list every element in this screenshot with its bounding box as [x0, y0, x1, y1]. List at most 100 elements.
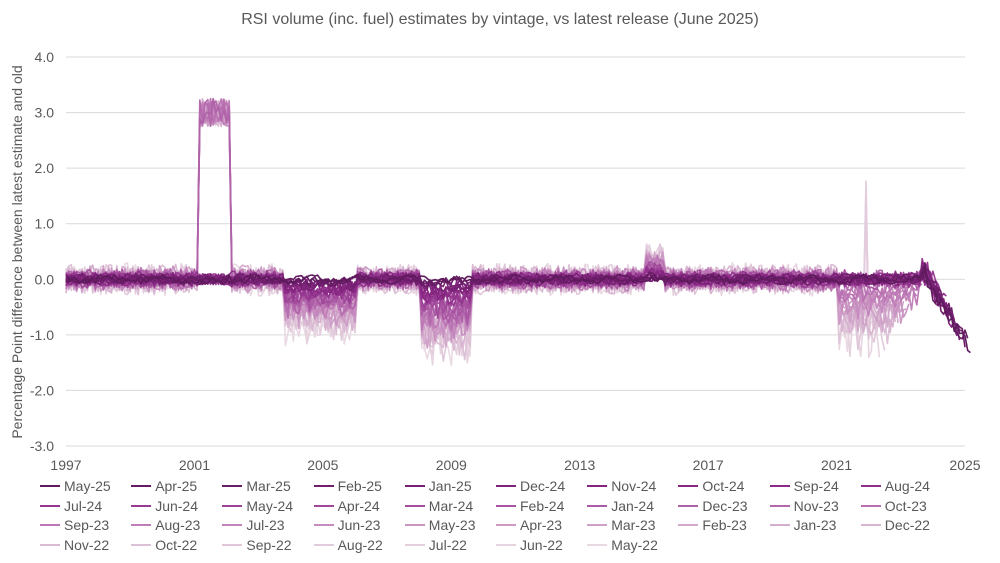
legend-swatch [404, 543, 425, 546]
x-tick-label: 2017 [693, 457, 724, 473]
x-tick-label: 2001 [179, 457, 210, 473]
series-line-mar-23 [65, 100, 905, 349]
legend-label: Jun-22 [520, 536, 563, 553]
series-line-jul-22 [65, 99, 883, 364]
legend-label: Mar-24 [428, 497, 474, 514]
legend-swatch [769, 485, 790, 487]
legend-label: Sep-23 [64, 517, 110, 533]
legend-item: Feb-24 [496, 496, 564, 516]
y-tick-label: 0.0 [35, 271, 55, 287]
legend-label: Jul-23 [246, 517, 285, 533]
chart-title: RSI volume (inc. fuel) estimates by vint… [241, 11, 759, 28]
series-line-may-25 [65, 263, 971, 354]
legend-item: Mar-23 [587, 515, 656, 535]
legend-swatch [313, 485, 334, 487]
legend-item: May-24 [222, 496, 293, 516]
legend-label: Mar-23 [611, 517, 656, 533]
legend-item: Oct-22 [131, 535, 197, 555]
legend-label: Aug-24 [884, 478, 930, 494]
legend-item: Aug-22 [313, 535, 383, 555]
y-tick-label: -1.0 [30, 327, 54, 343]
legend-item: Jun-23 [313, 515, 381, 535]
legend-item: Dec-23 [678, 496, 748, 516]
legend-label: Mar-25 [246, 478, 291, 494]
series-line-apr-23 [65, 98, 907, 337]
legend-label: Apr-25 [155, 478, 198, 494]
series-line-sep-23 [65, 98, 921, 331]
y-tick-label: -2.0 [30, 382, 54, 398]
legend-item: Sep-24 [769, 476, 839, 496]
legend-item: Oct-24 [678, 476, 744, 496]
legend-label: Feb-24 [520, 497, 565, 514]
series-line-dec-22 [65, 99, 897, 349]
series-line-oct-23 [65, 98, 923, 332]
legend-label: Nov-23 [793, 497, 839, 514]
legend-item: Nov-22 [40, 535, 109, 555]
legend-label: Aug-23 [155, 517, 201, 533]
y-tick-label: -3.0 [30, 438, 54, 454]
legend-label: Sep-24 [793, 478, 839, 494]
series-line-jun-22 [65, 101, 881, 366]
legend-swatch [587, 485, 608, 487]
legend-swatch [222, 504, 243, 507]
series-line-jul-23 [65, 102, 915, 339]
y-tick-label: 3.0 [35, 105, 55, 121]
series-line-oct-22 [65, 97, 891, 361]
legend-item: Nov-24 [587, 476, 656, 496]
legend-swatch [40, 543, 60, 546]
legend-label: Nov-24 [611, 478, 657, 494]
legend-swatch [40, 485, 60, 487]
legend-label: Apr-23 [520, 517, 563, 533]
series-line-sep-22 [65, 99, 889, 362]
legend-label: May-24 [246, 497, 294, 514]
legend-item: Oct-23 [860, 496, 927, 516]
x-tick-label: 2009 [436, 457, 467, 473]
series-line-jun-23 [65, 99, 913, 339]
legend-item: Jun-22 [496, 535, 563, 555]
legend-swatch [678, 504, 699, 507]
legend-swatch [40, 504, 60, 507]
legend-label: Oct-24 [702, 478, 745, 494]
series-lines [65, 97, 971, 367]
legend-item: Nov-23 [769, 496, 839, 516]
series-line-mar-25 [65, 271, 966, 348]
series-line-jan-25 [65, 267, 961, 341]
legend-swatch [678, 485, 699, 487]
legend-item: Sep-23 [40, 515, 109, 535]
x-tick-labels: 1997 2001 2005 2009 2013 2017 2021 2025 [50, 457, 980, 473]
legend-label: Apr-24 [337, 497, 380, 514]
legend-label: Jan-25 [428, 478, 472, 494]
series-line-nov-23 [65, 99, 926, 326]
series-line-aug-22 [65, 98, 886, 356]
legend-label: Sep-22 [246, 536, 292, 553]
legend-label: Jun-24 [155, 497, 198, 514]
legend-item: Jul-22 [404, 535, 467, 555]
legend-swatch [404, 485, 425, 487]
legend-swatch [496, 485, 516, 487]
legend-label: May-22 [611, 536, 658, 553]
legend-item: Dec-24 [496, 476, 565, 496]
legend-label: Dec-24 [520, 478, 566, 494]
legend-swatch [587, 504, 608, 507]
legend-swatch [678, 524, 699, 526]
legend-swatch [222, 543, 243, 546]
legend-swatch [131, 504, 152, 507]
series-line-jan-23 [65, 98, 899, 346]
x-tick-label: 2005 [307, 457, 338, 473]
legend-swatch [222, 485, 243, 487]
legend-label: Aug-22 [337, 536, 383, 553]
legend-item: Jan-25 [404, 476, 472, 496]
x-tick-label: 2021 [821, 457, 852, 473]
legend-label: Feb-23 [702, 517, 747, 533]
legend-label: May-23 [428, 517, 476, 533]
legend-item: Feb-25 [313, 476, 382, 496]
legend-swatch [496, 524, 516, 526]
legend-label: Jan-23 [793, 517, 837, 533]
legend-swatch [313, 543, 334, 546]
legend-label: Jun-23 [337, 517, 381, 533]
chart: RSI volume (inc. fuel) estimates by vint… [9, 11, 981, 473]
legend-item: Apr-24 [313, 496, 380, 516]
legend-label: Oct-23 [884, 497, 927, 514]
y-axis-label: Percentage Point difference between late… [9, 65, 25, 438]
legend-swatch [587, 524, 608, 526]
